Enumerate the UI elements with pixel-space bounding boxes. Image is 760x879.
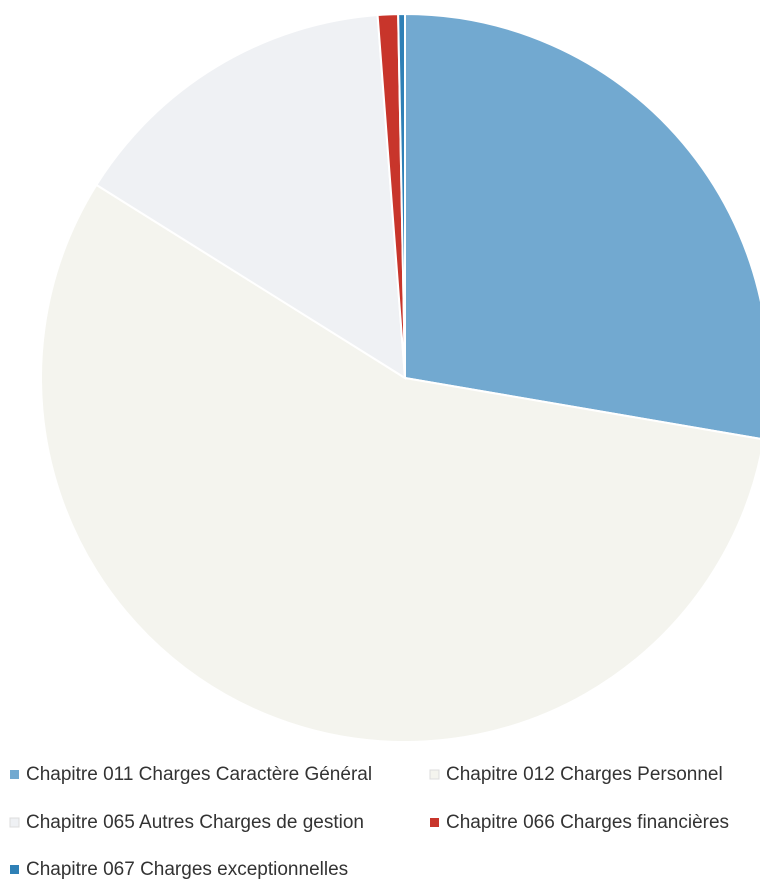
legend-label: Chapitre 066 Charges financières bbox=[446, 812, 729, 833]
legend-marker bbox=[10, 865, 19, 874]
pie-slice bbox=[40, 183, 760, 743]
legend-label: Chapitre 067 Charges exceptionnelles bbox=[26, 859, 348, 879]
pie-slice bbox=[404, 12, 760, 440]
legend-label: Chapitre 011 Charges Caractère Général bbox=[26, 764, 372, 785]
legend-marker bbox=[10, 770, 19, 779]
legend-marker bbox=[430, 818, 439, 827]
legend-marker bbox=[429, 769, 440, 780]
legend-label: Chapitre 012 Charges Personnel bbox=[446, 764, 723, 785]
legend-marker bbox=[9, 817, 20, 828]
pie-slice bbox=[397, 12, 406, 379]
legend-label: Chapitre 065 Autres Charges de gestion bbox=[26, 812, 364, 833]
pie-slice bbox=[95, 13, 407, 380]
